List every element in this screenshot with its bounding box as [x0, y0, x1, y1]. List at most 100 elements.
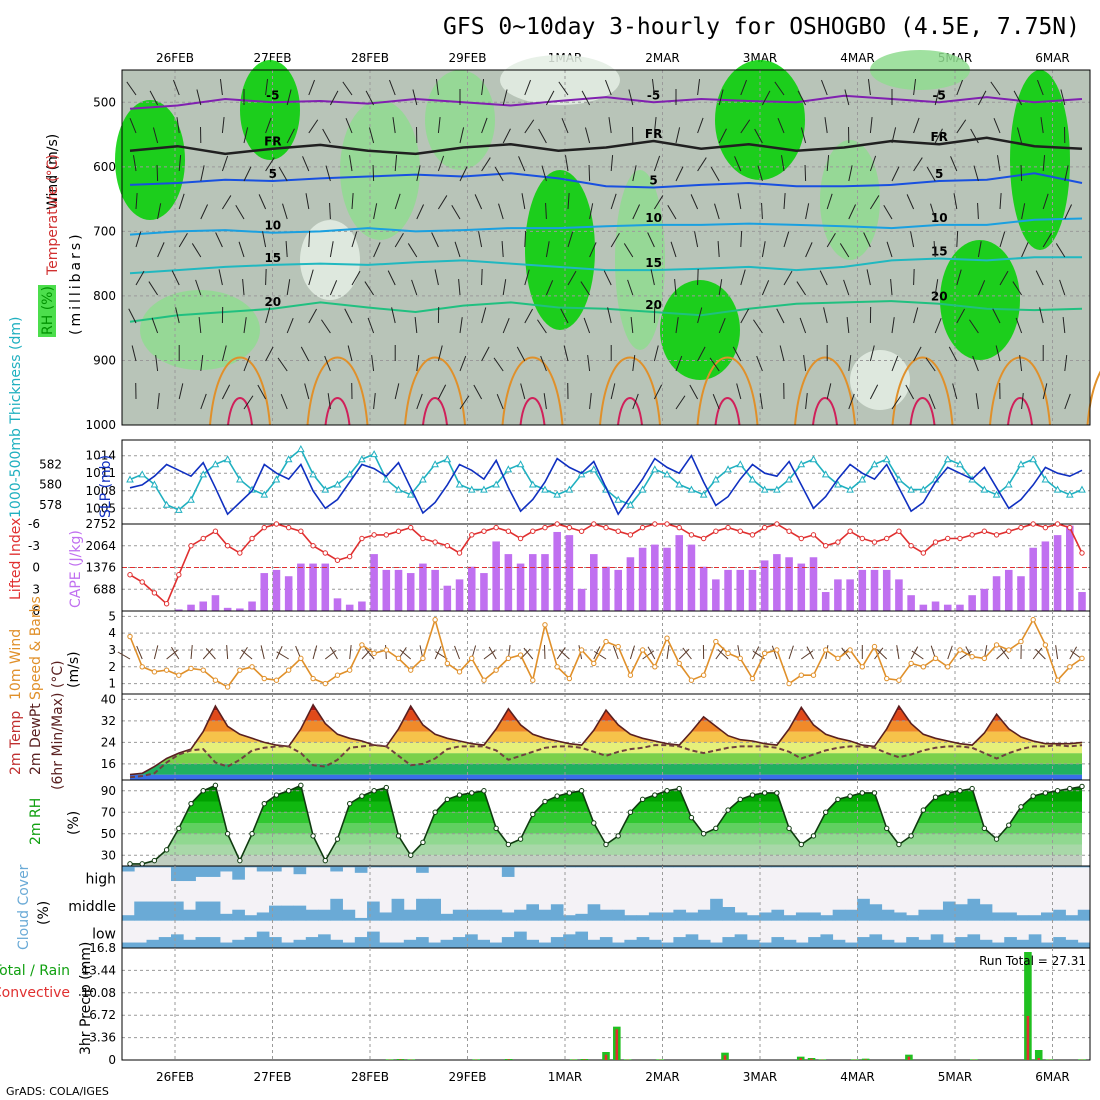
- wind-barb: [157, 203, 162, 220]
- cloud-bar-middle: [526, 904, 540, 921]
- wind-speed-marker: [273, 677, 280, 683]
- wind-barb: [910, 231, 915, 248]
- surface-wind-barb: [771, 645, 778, 660]
- wind-barb: [133, 155, 137, 172]
- wind-speed-marker: [517, 652, 524, 658]
- surface-isotherm-hot: [227, 397, 253, 426]
- thickness-marker: [394, 485, 403, 493]
- cloud-bar-middle: [318, 909, 331, 921]
- panel-frame: [121, 69, 1091, 426]
- wind-barb: [286, 89, 292, 106]
- wind-barb: [697, 117, 704, 134]
- isotherm-line: [129, 300, 1083, 323]
- wind-barb: [1064, 393, 1071, 410]
- cloud-bar-middle: [685, 912, 699, 921]
- wind-barb: [543, 393, 547, 410]
- wind-barb: [632, 165, 637, 182]
- rh-marker: [163, 847, 170, 853]
- wind-barb: [952, 383, 958, 400]
- thickness-marker: [1065, 490, 1074, 498]
- wind-barb: [502, 279, 507, 296]
- cape-bar: [773, 554, 781, 611]
- cloud-bar-middle: [232, 909, 245, 921]
- thickness-marker: [199, 470, 208, 478]
- wind-barb: [414, 317, 418, 334]
- rh-marker: [774, 790, 780, 796]
- rh-marker: [517, 836, 524, 842]
- thickness-marker: [309, 470, 317, 478]
- lifted-index-marker: [749, 532, 756, 538]
- wind-barb: [545, 90, 555, 106]
- thickness-marker: [797, 460, 806, 468]
- rh-marker: [456, 792, 463, 798]
- surface-wind-barb: [260, 645, 265, 660]
- cloud-bar-high: [624, 866, 638, 868]
- wind-barb: [243, 317, 247, 334]
- cloud-bar-middle: [771, 909, 785, 921]
- cloud-bar-middle: [734, 912, 748, 921]
- wind-speed-marker: [578, 647, 585, 653]
- wind-barb: [501, 241, 504, 258]
- surface-wind-barb: [874, 647, 884, 660]
- cloud-bar-high: [1077, 866, 1091, 868]
- cloud-bar-low: [403, 939, 417, 948]
- rh-marker: [224, 831, 231, 837]
- cape-bar: [272, 569, 281, 611]
- wind-barb: [674, 279, 677, 296]
- lifted-index-marker: [444, 543, 451, 549]
- cape-bar: [614, 569, 622, 611]
- wind-barb: [218, 269, 223, 286]
- lifted-index-marker: [737, 528, 743, 534]
- thickness-marker: [150, 480, 159, 488]
- precip-convective-bar: [723, 1055, 727, 1060]
- lifted-index-marker: [530, 528, 536, 534]
- precip-convective-bar: [507, 1059, 510, 1060]
- lifted-index-marker: [200, 535, 206, 542]
- lifted-index-marker: [432, 539, 438, 545]
- cape-bar: [1066, 525, 1074, 611]
- cloud-bar-high: [771, 866, 785, 868]
- wind-barb: [243, 355, 251, 372]
- wind-barb: [416, 355, 420, 372]
- wind-speed-marker: [505, 655, 512, 662]
- wind-barb: [176, 117, 180, 134]
- wind-barb: [953, 193, 958, 210]
- isotherm-label: 20: [264, 295, 281, 309]
- surface-wind-barb: [399, 649, 412, 660]
- wind-barb: [545, 202, 547, 220]
- thickness-marker: [821, 470, 830, 478]
- thickness-marker: [650, 465, 659, 473]
- cloud-bar-middle: [379, 912, 392, 921]
- wind-barb: [977, 280, 986, 296]
- rh-marker: [688, 814, 695, 821]
- cloud-bar-high: [293, 866, 307, 875]
- wind-barb: [670, 241, 677, 258]
- cloud-bar-middle: [746, 915, 760, 921]
- precip-tick-label: 0: [108, 1053, 116, 1067]
- rh-marker: [761, 790, 768, 796]
- wind-barb: [474, 194, 483, 210]
- wind-barb: [431, 232, 439, 248]
- wind-barb: [867, 79, 871, 96]
- wind-barb: [628, 89, 634, 106]
- wind-barb: [157, 393, 160, 410]
- lifted-index-marker: [285, 524, 292, 531]
- cape-bar: [980, 588, 989, 611]
- thickness-marker: [675, 480, 684, 488]
- precip-convective-bar: [799, 1058, 802, 1060]
- cloud-bar-middle: [673, 909, 687, 921]
- rh-marker: [1079, 783, 1085, 790]
- precip-convective-bar: [604, 1054, 608, 1060]
- thickness-marker: [785, 475, 793, 483]
- rh-marker: [920, 807, 927, 813]
- thickness-marker: [699, 490, 708, 498]
- rh-marker: [334, 836, 341, 842]
- wind-speed-marker: [713, 638, 719, 645]
- rh-marker: [810, 833, 817, 839]
- wind-speed-marker: [676, 660, 682, 667]
- cape-bar: [919, 604, 928, 611]
- wind-barb: [221, 384, 231, 400]
- cape-bar: [748, 569, 757, 611]
- rh-marker: [603, 841, 609, 848]
- wind-barb: [565, 155, 569, 172]
